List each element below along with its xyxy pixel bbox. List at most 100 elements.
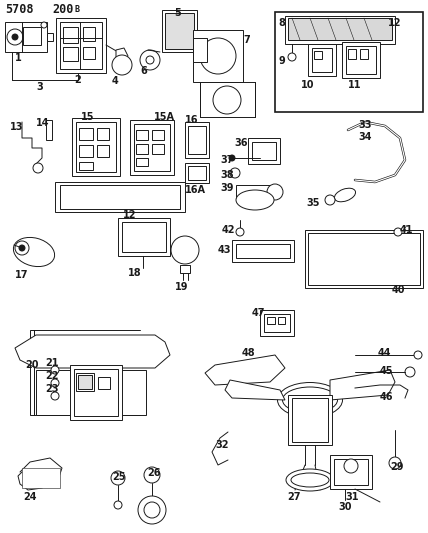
Bar [260,310,294,336]
Text: 20: 20 [25,360,39,370]
Bar [130,120,174,175]
Bar [165,13,194,49]
Text: 1: 1 [15,53,21,63]
Circle shape [213,86,241,114]
Text: 45: 45 [380,366,393,376]
Bar [308,44,336,76]
Text: 4: 4 [112,76,119,86]
Text: 40: 40 [392,285,405,295]
Bar [292,398,328,442]
Bar [74,369,118,416]
Circle shape [146,56,154,64]
Bar [180,265,190,273]
Bar [252,142,276,160]
Text: 16: 16 [185,115,199,125]
Bar [288,18,392,40]
Text: 39: 39 [220,183,234,193]
Bar [188,166,206,180]
Circle shape [389,457,401,469]
Polygon shape [330,370,395,400]
Circle shape [288,53,296,61]
Bar [278,317,285,324]
Bar [22,468,60,488]
Circle shape [138,496,166,524]
Bar [97,128,109,140]
Circle shape [414,351,422,359]
Text: 14: 14 [36,118,50,128]
Bar [348,49,356,59]
Text: 5: 5 [175,8,181,18]
Circle shape [230,168,240,178]
Bar [60,22,102,69]
Text: 27: 27 [287,492,301,502]
Circle shape [325,195,335,205]
Bar [79,145,93,157]
Bar [97,145,109,157]
Bar [305,230,423,288]
Bar [288,395,332,445]
Bar [136,130,148,140]
Bar [63,27,78,43]
Bar [267,317,275,324]
Bar [63,47,78,61]
Circle shape [394,228,402,236]
Bar [193,38,207,62]
Text: 9: 9 [279,56,285,66]
Circle shape [111,471,125,485]
Text: 24: 24 [23,492,37,502]
Polygon shape [225,380,285,400]
Text: 13: 13 [10,122,24,132]
Text: 7: 7 [243,35,250,45]
Circle shape [33,163,43,173]
Ellipse shape [344,459,358,473]
Circle shape [114,501,122,509]
Bar [236,244,290,258]
Bar [185,163,209,183]
Circle shape [41,22,47,28]
Text: 44: 44 [378,348,392,358]
Text: 37: 37 [220,155,234,165]
Text: 48: 48 [241,348,255,358]
Bar [79,128,93,140]
Ellipse shape [277,383,342,417]
Bar [83,27,95,41]
Text: 32: 32 [215,440,229,450]
Text: 46: 46 [380,392,393,402]
Bar [360,49,368,59]
Bar [346,46,376,74]
Text: 17: 17 [15,270,29,280]
Circle shape [229,155,235,161]
Bar [136,144,148,154]
Bar [330,455,372,489]
Bar [30,330,34,415]
Text: 19: 19 [175,282,189,292]
Circle shape [140,50,160,70]
Circle shape [19,245,25,251]
Bar [36,370,146,415]
Ellipse shape [282,387,338,413]
Text: 29: 29 [390,462,404,472]
Text: 30: 30 [338,502,352,512]
Text: 15A: 15A [154,112,175,122]
Bar [72,118,120,176]
Text: 12: 12 [388,18,401,28]
Bar [98,377,110,389]
Circle shape [144,467,160,483]
Bar [23,27,41,45]
Text: 31: 31 [345,492,359,502]
Text: 22: 22 [45,371,59,381]
Bar [152,130,164,140]
Ellipse shape [13,237,55,266]
Ellipse shape [334,188,356,202]
Bar [122,222,166,252]
Text: B: B [75,5,80,14]
Ellipse shape [236,190,274,210]
Text: 2: 2 [74,75,81,85]
Bar [162,10,197,52]
Bar [232,240,294,262]
Circle shape [51,366,59,374]
Ellipse shape [291,473,329,487]
Bar [334,459,368,485]
Bar [55,182,185,212]
Text: 47: 47 [252,308,265,318]
